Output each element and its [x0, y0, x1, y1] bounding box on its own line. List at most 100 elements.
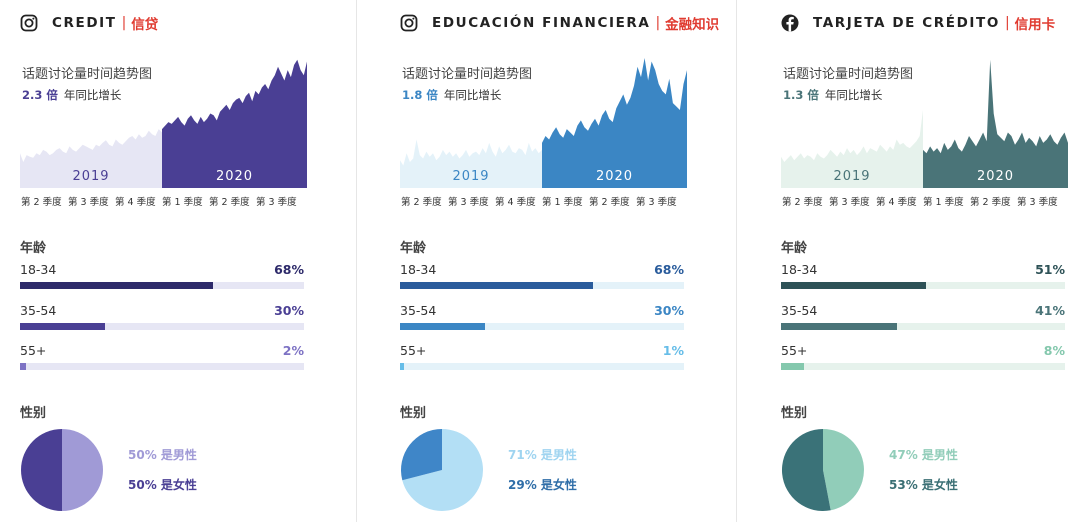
topic-title-cn: 信用卡 [1014, 17, 1056, 33]
pie-slice-male [402, 429, 484, 511]
quarter-tick-label: 第 3 季度 [1017, 196, 1058, 208]
age-percent: 8% [1043, 343, 1065, 358]
panel-tarjeta-de-credito: TARJETA DE CRÉDITO | 信用卡 2019 2020 第 2 季度第… [781, 0, 1080, 522]
age-bar-track [400, 323, 684, 330]
quarter-tick-label: 第 2 季度 [401, 196, 442, 208]
age-label: 35-54 [400, 303, 437, 318]
pie-slice-female [21, 429, 62, 511]
age-row: 18-34 68% [400, 262, 684, 292]
age-percent: 41% [1035, 303, 1065, 318]
growth-text: 年同比增长 [443, 88, 502, 102]
gender-pie-chart [21, 429, 103, 511]
age-bar-track [781, 282, 1065, 289]
series-2020-area [162, 59, 307, 189]
panel-header: CREDIT | 信贷 [20, 12, 158, 34]
age-bar-fill [20, 323, 106, 330]
period-label-2019: 2019 [72, 169, 109, 184]
age-row: 55+ 8% [781, 343, 1065, 373]
age-percent: 68% [654, 262, 684, 277]
series-2019-area [781, 110, 923, 188]
series-2019-area [20, 129, 162, 188]
age-bar-track [20, 363, 304, 370]
panel-header: TARJETA DE CRÉDITO | 信用卡 [781, 12, 1055, 34]
legend-male: 71% 是男性 [508, 448, 577, 462]
growth-value: 1.3 倍 [783, 88, 819, 102]
trend-chart: 2019 2020第 2 季度第 3 季度第 4 季度第 1 季度第 2 季度第 … [400, 58, 687, 208]
title-separator: | [121, 15, 127, 31]
age-label: 35-54 [20, 303, 57, 318]
quarter-tick-label: 第 1 季度 [923, 196, 964, 208]
topic-title: TARJETA DE CRÉDITO [813, 15, 1000, 31]
age-label: 35-54 [781, 303, 818, 318]
period-label-2020: 2020 [977, 169, 1014, 184]
title-separator: | [655, 15, 661, 31]
age-bar-fill [781, 323, 898, 330]
quarter-tick-label: 第 3 季度 [448, 196, 489, 208]
age-label: 55+ [400, 343, 427, 358]
age-bar-fill [781, 363, 804, 370]
quarter-tick-label: 第 1 季度 [162, 196, 203, 208]
legend-male: 47% 是男性 [889, 448, 958, 462]
quarter-tick-label: 第 3 季度 [829, 196, 870, 208]
legend-female: 53% 是女性 [889, 478, 958, 492]
age-row: 35-54 30% [20, 303, 304, 333]
quarter-tick-label: 第 2 季度 [589, 196, 630, 208]
age-percent: 30% [274, 303, 304, 318]
trend-title: 话题讨论量时间趋势图 [402, 67, 533, 82]
panel-educacion-financiera: EDUCACIÓN FINANCIERA | 金融知识 2019 2020 第 2 … [400, 0, 719, 522]
pie-slice-female [401, 429, 442, 481]
period-label-2019: 2019 [452, 169, 489, 184]
age-row: 35-54 30% [400, 303, 684, 333]
growth-info: 1.3 倍年同比增长 [783, 87, 882, 103]
trend-title: 话题讨论量时间趋势图 [783, 67, 914, 82]
instagram-icon[interactable] [20, 14, 38, 32]
topic-title-cn: 信贷 [131, 17, 159, 33]
legend-female: 50% 是女性 [128, 478, 197, 492]
age-bar-fill [20, 363, 26, 370]
age-bar-fill [400, 323, 486, 330]
legend-male: 50% 是男性 [128, 448, 197, 462]
gender-title: 性别 [400, 406, 427, 421]
age-percent: 51% [1035, 262, 1065, 277]
pie-slice-female [781, 429, 831, 511]
quarter-tick-label: 第 4 季度 [876, 196, 917, 208]
legend-female: 29% 是女性 [508, 478, 577, 492]
growth-text: 年同比增长 [824, 88, 883, 102]
panel-header: EDUCACIÓN FINANCIERA | 金融知识 [400, 12, 719, 34]
title-separator: | [1004, 15, 1010, 31]
gender-title: 性别 [781, 406, 808, 421]
age-label: 55+ [781, 343, 808, 358]
age-bar-fill [400, 282, 594, 289]
panel-credit: CREDIT | 信贷 2019 2020 第 2 季度第 3 季度第 4 季度第 … [20, 0, 320, 522]
period-label-2020: 2020 [596, 169, 633, 184]
facebook-icon[interactable] [781, 14, 799, 32]
growth-value: 2.3 倍 [22, 88, 58, 102]
quarter-tick-label: 第 4 季度 [115, 196, 156, 208]
age-row: 18-34 68% [20, 262, 304, 292]
age-label: 18-34 [400, 262, 437, 277]
age-bar-fill [781, 282, 926, 289]
gender-pie-chart [781, 429, 864, 511]
column-divider [356, 0, 357, 522]
period-label-2020: 2020 [216, 169, 253, 184]
age-bar-track [400, 282, 684, 289]
age-bar-track [20, 323, 304, 330]
age-bar-track [20, 282, 304, 289]
age-bar-track [400, 363, 684, 370]
age-percent: 68% [274, 262, 304, 277]
topic-title: CREDIT [52, 15, 117, 31]
age-bar-track [781, 323, 1065, 330]
instagram-icon[interactable] [400, 14, 418, 32]
growth-value: 1.8 倍 [402, 88, 438, 102]
age-title: 年龄 [781, 241, 808, 256]
age-title: 年龄 [20, 241, 47, 256]
age-label: 55+ [20, 343, 47, 358]
quarter-tick-label: 第 2 季度 [21, 196, 62, 208]
topic-title: EDUCACIÓN FINANCIERA [432, 15, 651, 31]
quarter-tick-label: 第 2 季度 [782, 196, 823, 208]
quarter-tick-label: 第 2 季度 [970, 196, 1011, 208]
age-percent: 30% [654, 303, 684, 318]
quarter-tick-label: 第 4 季度 [495, 196, 536, 208]
quarter-tick-label: 第 3 季度 [636, 196, 677, 208]
